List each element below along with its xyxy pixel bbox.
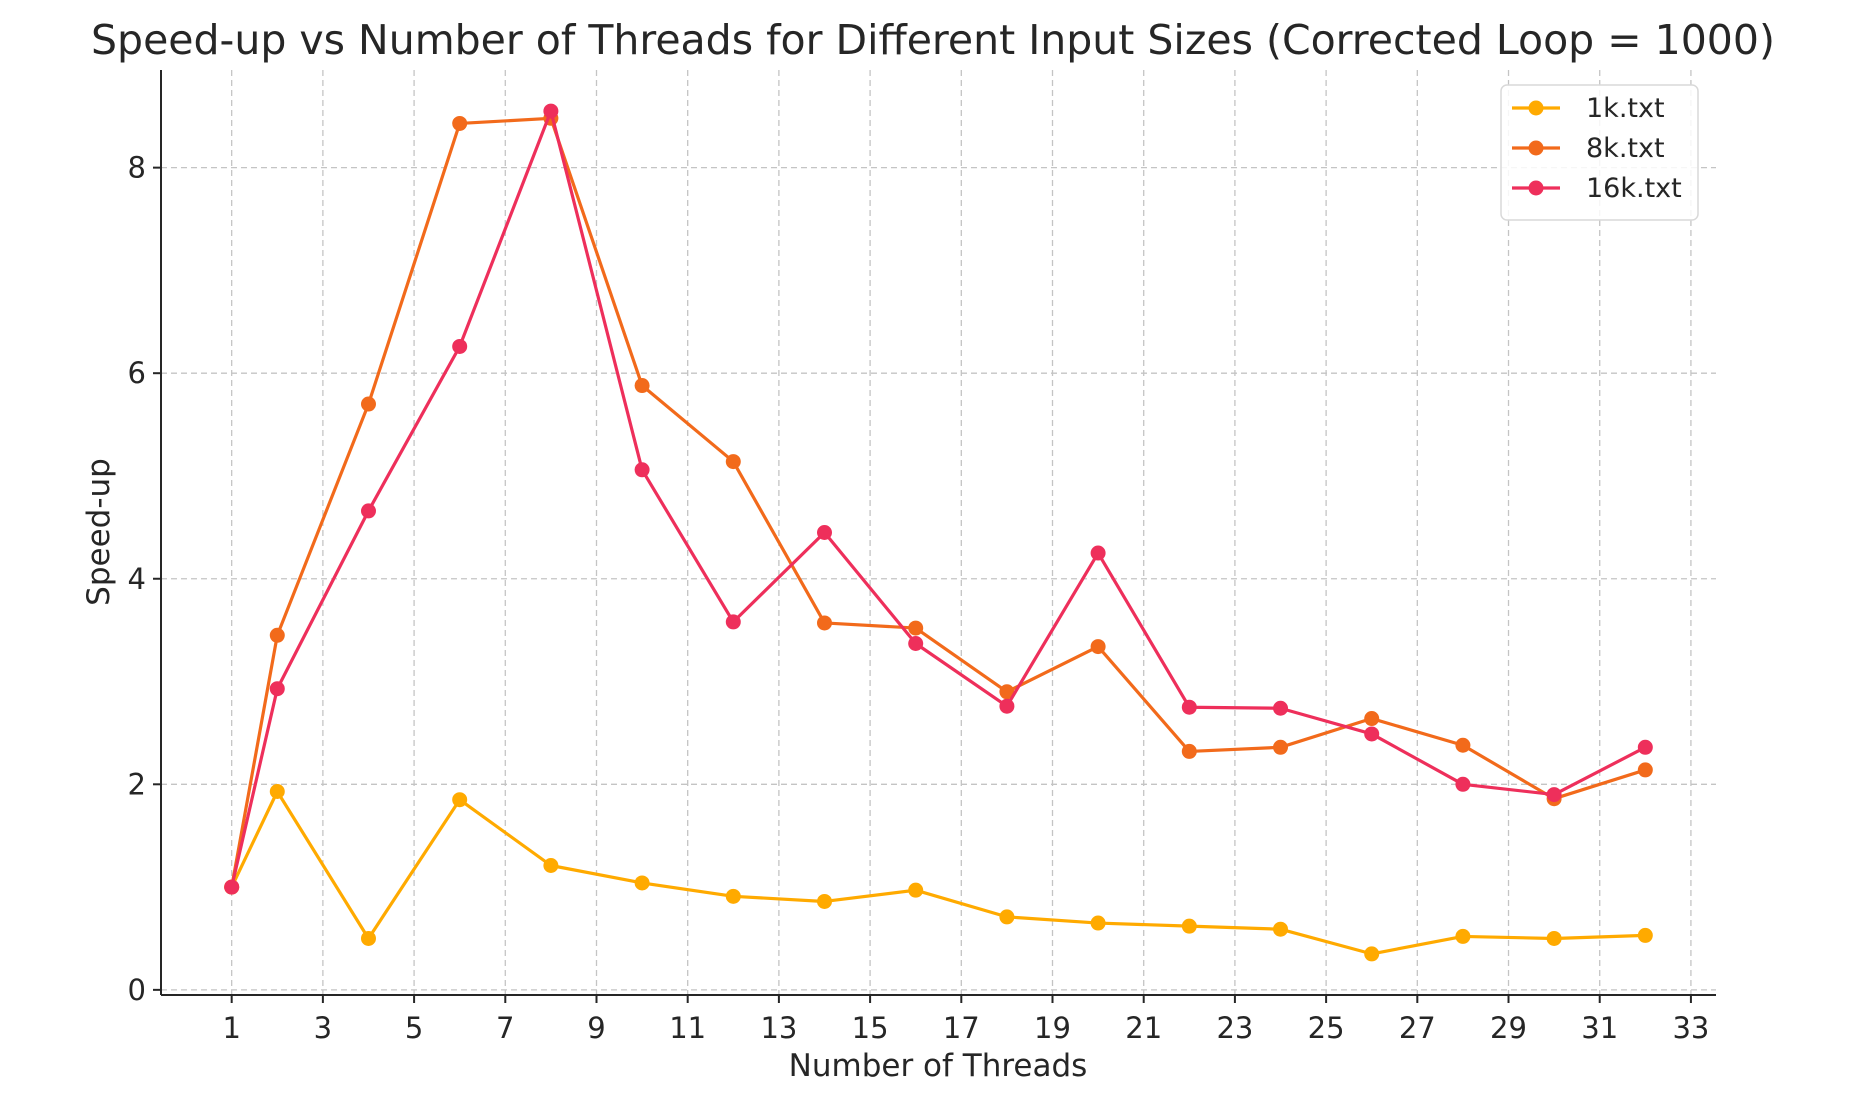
y-tick-label: 4 [128,562,146,596]
axes [160,70,1716,996]
x-tick-label: 21 [1125,1011,1162,1045]
data-point [360,503,376,519]
legend-marker [1528,180,1544,196]
data-point [1181,699,1197,715]
y-tick-label: 6 [128,356,146,390]
chart-title: Speed-up vs Number of Threads for Differ… [91,16,1775,64]
data-point [908,620,924,636]
x-tick-label: 11 [669,1011,706,1045]
data-point [908,636,924,651]
x-tick-label: 3 [314,1011,332,1045]
data-point [1546,930,1562,946]
data-point [1181,918,1197,934]
data-point [360,396,376,412]
x-tick-label: 29 [1490,1011,1527,1045]
data-point [1455,928,1471,944]
y-axis-ticks: 0 2 4 6 8 [128,151,161,1007]
data-point [1455,776,1471,792]
data-point [452,792,468,808]
data-point [1364,711,1380,727]
x-tick-label: 13 [760,1011,797,1045]
data-point [1546,787,1562,803]
data-point [816,525,832,540]
data-point [1273,921,1289,937]
x-axis-ticks: 1 3 5 7 9 11 13 15 17 19 21 23 25 27 29 31 33 [222,995,1709,1045]
legend-marker [1528,100,1544,116]
data-point [725,614,741,630]
data-point [1455,737,1471,753]
x-tick-label: 31 [1581,1011,1618,1045]
y-tick-label: 8 [128,151,146,185]
x-tick-label: 7 [496,1011,514,1045]
x-tick-label: 17 [943,1011,980,1045]
series-16k-txt [224,103,1653,895]
data-point [1273,700,1289,716]
data-point [1090,639,1106,655]
x-tick-label: 15 [852,1011,889,1045]
data-point [908,882,924,898]
data-point [1364,726,1380,742]
legend-marker [1528,140,1544,156]
y-tick-label: 2 [128,767,146,801]
data-point [1181,743,1197,759]
legend-item: 1k.txt [1512,93,1665,124]
data-point [1273,739,1289,755]
data-point [1090,545,1106,561]
data-point [269,681,285,697]
data-point [1637,927,1653,943]
data-point [452,115,468,131]
y-axis-label: Speed-up [81,458,117,606]
data-point [816,615,832,631]
data-point [1364,946,1380,962]
x-tick-label: 27 [1399,1011,1436,1045]
data-point [999,698,1015,714]
x-tick-label: 25 [1308,1011,1345,1045]
x-tick-label: 1 [222,1011,240,1045]
data-point [816,893,832,909]
data-point [999,684,1015,700]
x-tick-label: 23 [1216,1011,1253,1045]
series-1k-txt [224,784,1653,962]
data-point [634,875,650,891]
x-tick-label: 5 [405,1011,423,1045]
data-point [452,338,468,354]
x-tick-label: 33 [1672,1011,1709,1045]
data-point [1637,739,1653,755]
y-tick-label: 0 [128,973,146,1007]
legend-frame [1500,84,1699,221]
data-point [543,103,559,119]
data-point [543,858,559,873]
legend-items: 1k.txt 8k.txt 16k.txt [1512,93,1682,204]
x-axis-label: Number of Threads [789,1048,1088,1084]
legend-label: 16k.txt [1586,173,1682,204]
legend-label: 1k.txt [1586,93,1665,124]
data-point [634,378,650,394]
legend: 1k.txt 8k.txt 16k.txt [1500,84,1699,221]
data-point [725,888,741,904]
data-point [999,909,1015,925]
data-point [725,454,741,470]
legend-item: 8k.txt [1512,133,1665,164]
data-series [224,103,1653,962]
data-point [1637,762,1653,778]
gridlines [161,70,1716,995]
data-point [269,784,285,799]
x-tick-label: 9 [587,1011,605,1045]
legend-label: 8k.txt [1586,133,1665,164]
data-point [224,879,240,895]
legend-item: 16k.txt [1512,173,1682,204]
x-tick-label: 19 [1034,1011,1071,1045]
data-point [360,930,376,946]
data-point [634,462,650,478]
data-point [269,627,285,643]
series-8k-txt [224,110,1653,895]
data-point [1090,915,1106,931]
